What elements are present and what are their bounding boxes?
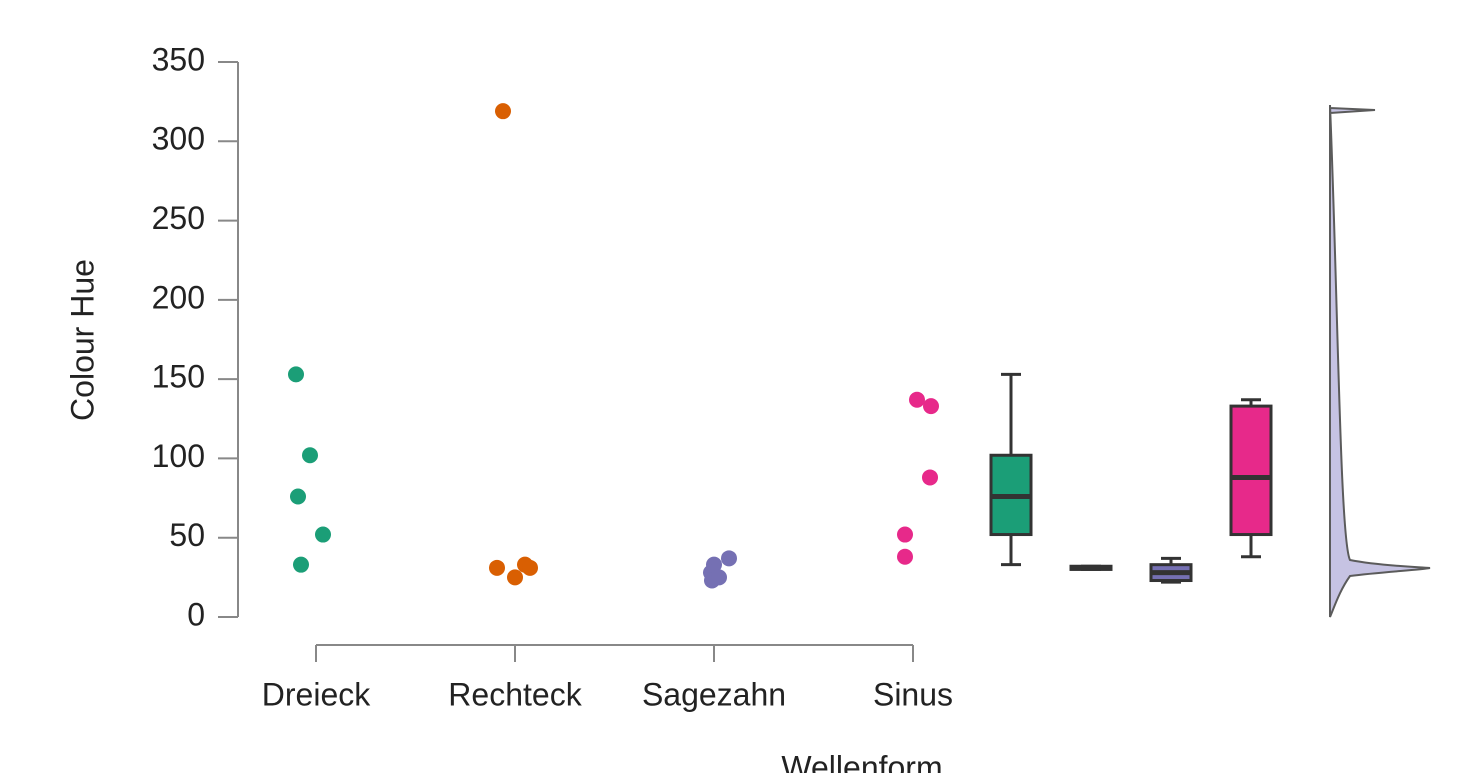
point xyxy=(897,548,913,565)
x-tick-label: Rechteck xyxy=(448,676,582,712)
y-tick-label: 300 xyxy=(152,121,205,157)
point xyxy=(923,398,939,415)
point xyxy=(290,488,306,505)
y-tick-label: 0 xyxy=(187,596,205,632)
point xyxy=(897,526,913,543)
y-tick-label: 250 xyxy=(152,200,205,236)
point xyxy=(288,366,304,383)
x-tick-label: Sagezahn xyxy=(642,676,786,712)
point xyxy=(315,526,331,543)
point xyxy=(721,550,737,567)
y-tick-label: 100 xyxy=(152,438,205,474)
point xyxy=(711,569,727,586)
point xyxy=(922,469,938,486)
x-tick-label: Sinus xyxy=(873,676,953,712)
y-axis-label: Colour Hue xyxy=(64,259,100,421)
density xyxy=(1329,104,1431,618)
point xyxy=(507,569,523,586)
y-tick-label: 50 xyxy=(169,517,205,553)
y-tick-label: 200 xyxy=(152,279,205,315)
y-tick-label: 150 xyxy=(152,359,205,395)
y-tick-label: 350 xyxy=(152,41,205,77)
x-tick-label: Dreieck xyxy=(262,676,371,712)
point xyxy=(909,391,925,408)
box xyxy=(1229,404,1273,537)
x-axis-label: Wellenform xyxy=(781,749,942,773)
point xyxy=(522,559,538,576)
point xyxy=(489,559,505,576)
point xyxy=(293,556,309,573)
point xyxy=(302,447,318,464)
point xyxy=(495,103,511,120)
